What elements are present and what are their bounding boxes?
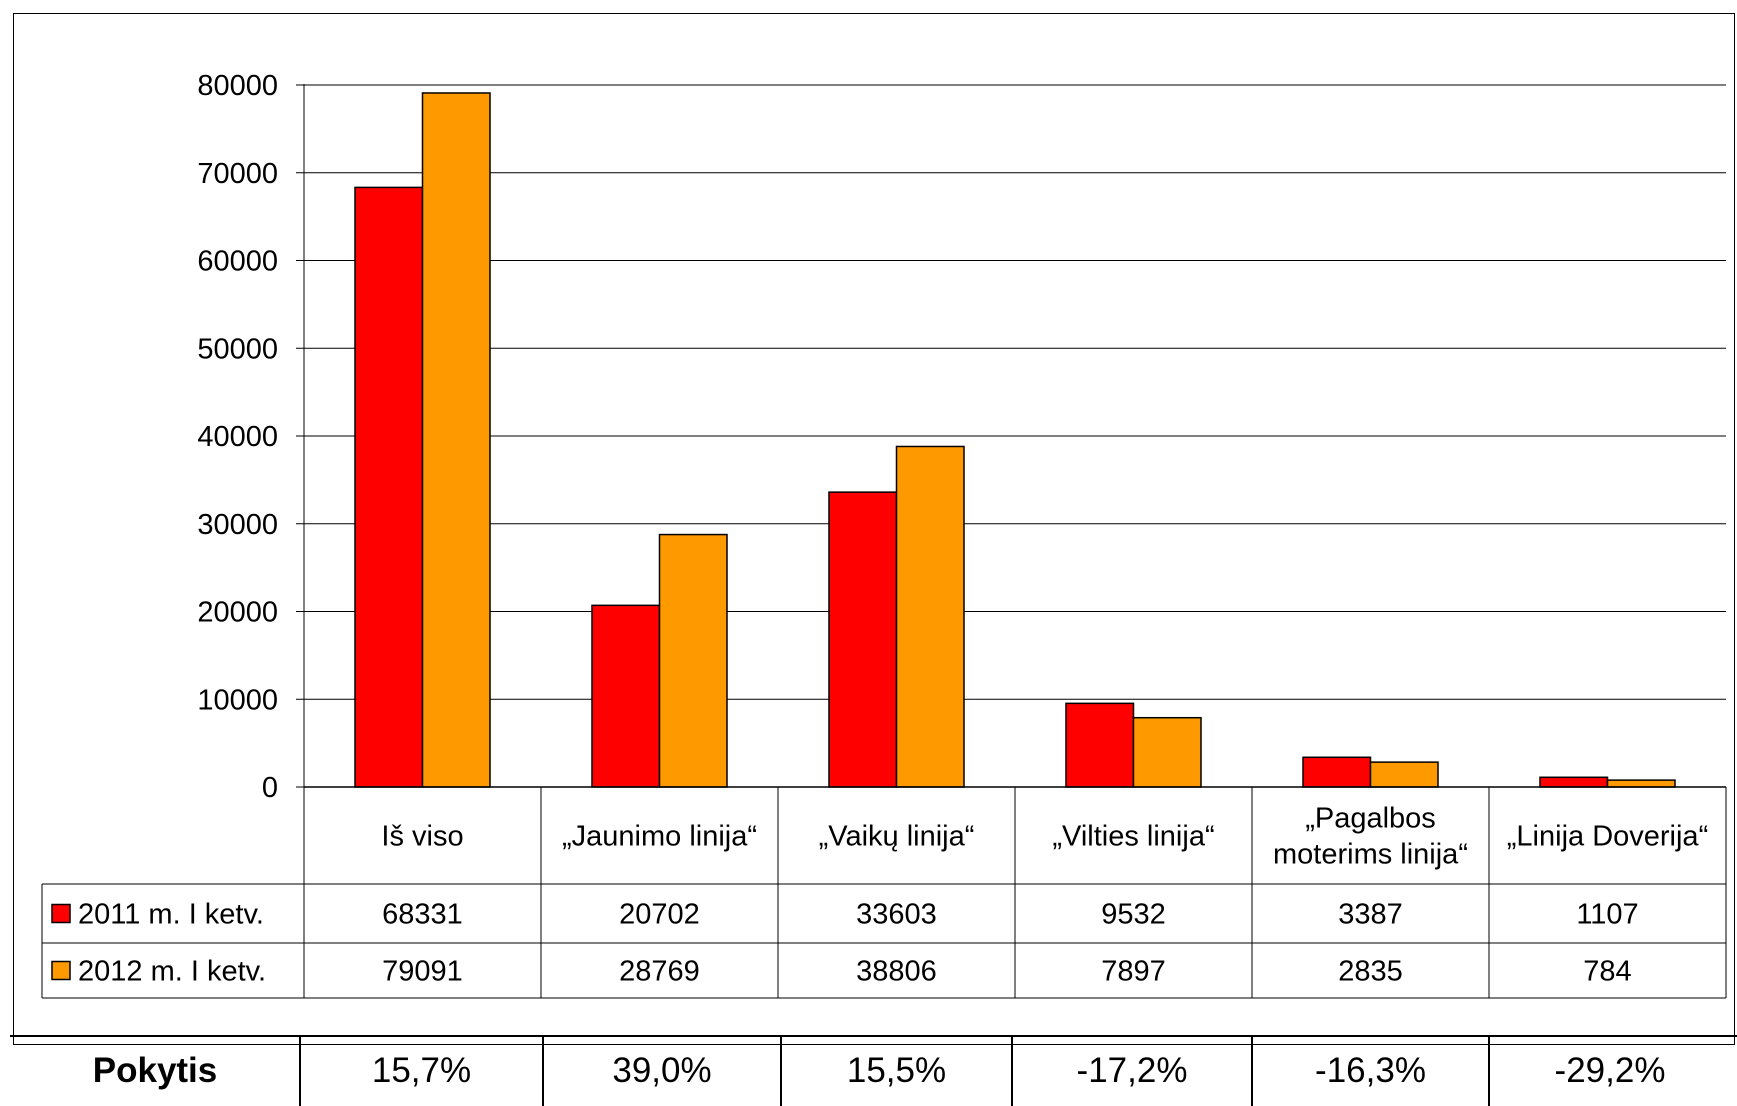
category-label: Iš viso <box>381 821 463 853</box>
y-tick-label: 20000 <box>197 597 278 629</box>
y-tick-label: 80000 <box>197 70 278 102</box>
change-value: 15,5% <box>846 1050 947 1090</box>
bar <box>421 92 491 788</box>
change-divider <box>1488 1035 1490 1106</box>
table-value: 1107 <box>1576 899 1638 931</box>
bar <box>658 533 728 788</box>
bar <box>1539 776 1609 788</box>
bar <box>1369 761 1439 788</box>
change-table: Pokytis 15,7% 39,0% 15,5% -17,2% -16,3% … <box>0 1035 1737 1106</box>
table-value: 20702 <box>619 899 700 931</box>
table-value: 7897 <box>1101 956 1166 988</box>
change-value: 39,0% <box>612 1050 712 1090</box>
change-value: 15,7% <box>371 1050 472 1090</box>
change-divider <box>1011 1035 1013 1106</box>
bar <box>1302 756 1372 788</box>
category-label: „Vilties linija“ <box>1052 821 1214 853</box>
y-tick-label: 30000 <box>197 509 278 541</box>
chart-frame <box>13 13 1735 1045</box>
legend-key <box>51 960 71 981</box>
table-value: 68331 <box>382 899 463 931</box>
change-divider <box>780 1035 782 1106</box>
change-divider <box>299 1035 301 1106</box>
table-value: 79091 <box>382 956 463 988</box>
category-label: „Linija Doverija“ <box>1507 821 1708 853</box>
legend-label: 2011 m. I ketv. <box>78 899 264 931</box>
table-value: 38806 <box>856 956 937 988</box>
change-divider <box>1251 1035 1253 1106</box>
table-value: 33603 <box>856 899 937 931</box>
bar <box>895 445 965 788</box>
bar <box>1065 702 1135 788</box>
bar <box>828 491 898 788</box>
table-value: 784 <box>1583 956 1631 988</box>
category-label: „Pagalbos moterims linija“ <box>1273 803 1468 871</box>
bar <box>591 604 661 788</box>
y-tick-label: 60000 <box>197 246 278 278</box>
change-value: -29,2% <box>1554 1050 1666 1090</box>
table-value: 2835 <box>1338 956 1403 988</box>
category-label: „Vaikų linija“ <box>819 821 975 853</box>
bar <box>1606 779 1676 788</box>
bar <box>1132 716 1202 788</box>
change-label: Pokytis <box>92 1050 218 1090</box>
table-value: 28769 <box>619 956 700 988</box>
change-table-top-border <box>10 1035 1737 1037</box>
y-tick-label: 70000 <box>197 158 278 190</box>
y-tick-label: 40000 <box>197 421 278 453</box>
table-value: 9532 <box>1101 899 1166 931</box>
y-tick-label: 0 <box>262 772 278 804</box>
table-value: 3387 <box>1338 899 1403 931</box>
change-divider <box>542 1035 544 1106</box>
y-tick-label: 50000 <box>197 333 278 365</box>
y-tick-label: 10000 <box>197 684 278 716</box>
bar-chart: 0 10000 20000 30000 40000 50000 60000 70000 8000… <box>41 70 1727 999</box>
category-label: „Jaunimo linija“ <box>562 821 757 853</box>
legend-label: 2012 m. I ketv. <box>78 956 266 988</box>
legend-key <box>51 903 71 924</box>
change-value: -17,2% <box>1076 1050 1188 1090</box>
change-value: -16,3% <box>1315 1050 1426 1090</box>
bar <box>354 186 424 788</box>
